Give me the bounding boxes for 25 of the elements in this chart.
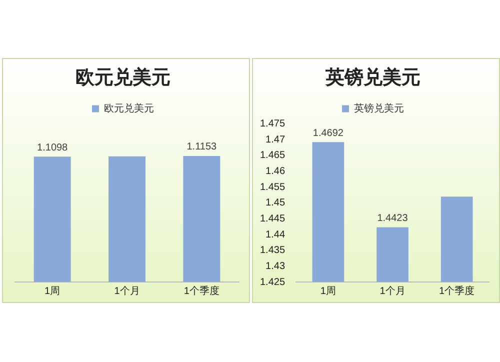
y-tick-label: 1.455 <box>260 182 286 193</box>
x-tick-label: 1个月 <box>380 284 406 297</box>
y-tick-label: 1.475 <box>260 118 286 130</box>
x-tick-label: 1个季度 <box>439 284 475 297</box>
legend-label: 英镑兑美元 <box>354 102 404 115</box>
y-tick-label: 1.425 <box>260 276 286 288</box>
chart-title: 欧元兑美元 <box>76 66 170 88</box>
y-tick-label: 1.44 <box>266 229 286 240</box>
y-tick-label: 1.465 <box>260 150 286 162</box>
chart-title: 英镑兑美元 <box>324 66 420 88</box>
y-tick-label: 1.435 <box>260 245 286 256</box>
x-tick-label: 1个季度 <box>184 284 220 297</box>
y-tick-label: 1.47 <box>266 134 286 146</box>
y-tick-label: 1.46 <box>266 166 286 178</box>
y-tick-label: 1.445 <box>260 213 286 224</box>
data-label: 1.4423 <box>377 213 408 224</box>
data-label: 1.1098 <box>37 142 68 154</box>
data-label: 1.4692 <box>312 128 344 139</box>
legend-label: 欧元兑美元 <box>104 102 154 115</box>
y-tick-label: 1.45 <box>266 198 286 209</box>
y-tick-label: 1.43 <box>266 260 286 272</box>
x-tick-label: 1个月 <box>114 284 140 297</box>
data-label: 1.1153 <box>186 142 218 153</box>
x-tick-label: 1周 <box>320 286 336 297</box>
x-tick-label: 1周 <box>44 286 60 297</box>
